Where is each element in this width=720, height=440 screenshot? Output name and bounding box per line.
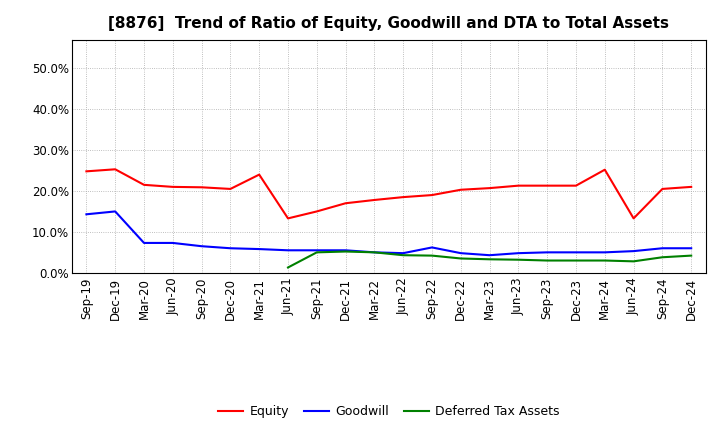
Goodwill [658,246,667,251]
Goodwill [255,246,264,252]
Deferred Tax Assets [572,258,580,263]
Deferred Tax Assets [687,253,696,258]
Deferred Tax Assets [629,259,638,264]
Goodwill [485,253,494,258]
Equity [82,169,91,174]
Legend: Equity, Goodwill, Deferred Tax Assets: Equity, Goodwill, Deferred Tax Assets [213,400,564,423]
Equity [312,209,321,214]
Goodwill [168,240,177,246]
Equity [140,182,148,187]
Equity [111,167,120,172]
Goodwill [341,248,350,253]
Line: Equity: Equity [86,169,691,218]
Equity [399,194,408,200]
Goodwill [428,245,436,250]
Equity [543,183,552,188]
Goodwill [140,240,148,246]
Equity [485,186,494,191]
Equity [255,172,264,177]
Line: Goodwill: Goodwill [86,212,691,255]
Deferred Tax Assets [514,257,523,262]
Deferred Tax Assets [312,250,321,255]
Goodwill [543,250,552,255]
Equity [600,167,609,172]
Deferred Tax Assets [485,257,494,262]
Goodwill [226,246,235,251]
Goodwill [572,250,580,255]
Deferred Tax Assets [370,250,379,255]
Equity [168,184,177,190]
Goodwill [111,209,120,214]
Equity [629,216,638,221]
Goodwill [82,212,91,217]
Deferred Tax Assets [543,258,552,263]
Title: [8876]  Trend of Ratio of Equity, Goodwill and DTA to Total Assets: [8876] Trend of Ratio of Equity, Goodwil… [108,16,670,32]
Equity [514,183,523,188]
Deferred Tax Assets [600,258,609,263]
Equity [428,192,436,198]
Goodwill [399,250,408,256]
Equity [197,185,206,190]
Equity [226,186,235,191]
Equity [658,186,667,191]
Equity [456,187,465,192]
Deferred Tax Assets [658,255,667,260]
Goodwill [312,248,321,253]
Equity [572,183,580,188]
Equity [284,216,292,221]
Goodwill [284,248,292,253]
Equity [370,197,379,202]
Goodwill [629,249,638,254]
Goodwill [514,250,523,256]
Goodwill [456,250,465,256]
Deferred Tax Assets [428,253,436,258]
Goodwill [687,246,696,251]
Equity [687,184,696,190]
Deferred Tax Assets [341,249,350,254]
Deferred Tax Assets [399,253,408,258]
Deferred Tax Assets [284,265,292,270]
Goodwill [197,244,206,249]
Deferred Tax Assets [456,256,465,261]
Goodwill [600,250,609,255]
Equity [341,201,350,206]
Goodwill [370,250,379,255]
Line: Deferred Tax Assets: Deferred Tax Assets [288,252,691,268]
